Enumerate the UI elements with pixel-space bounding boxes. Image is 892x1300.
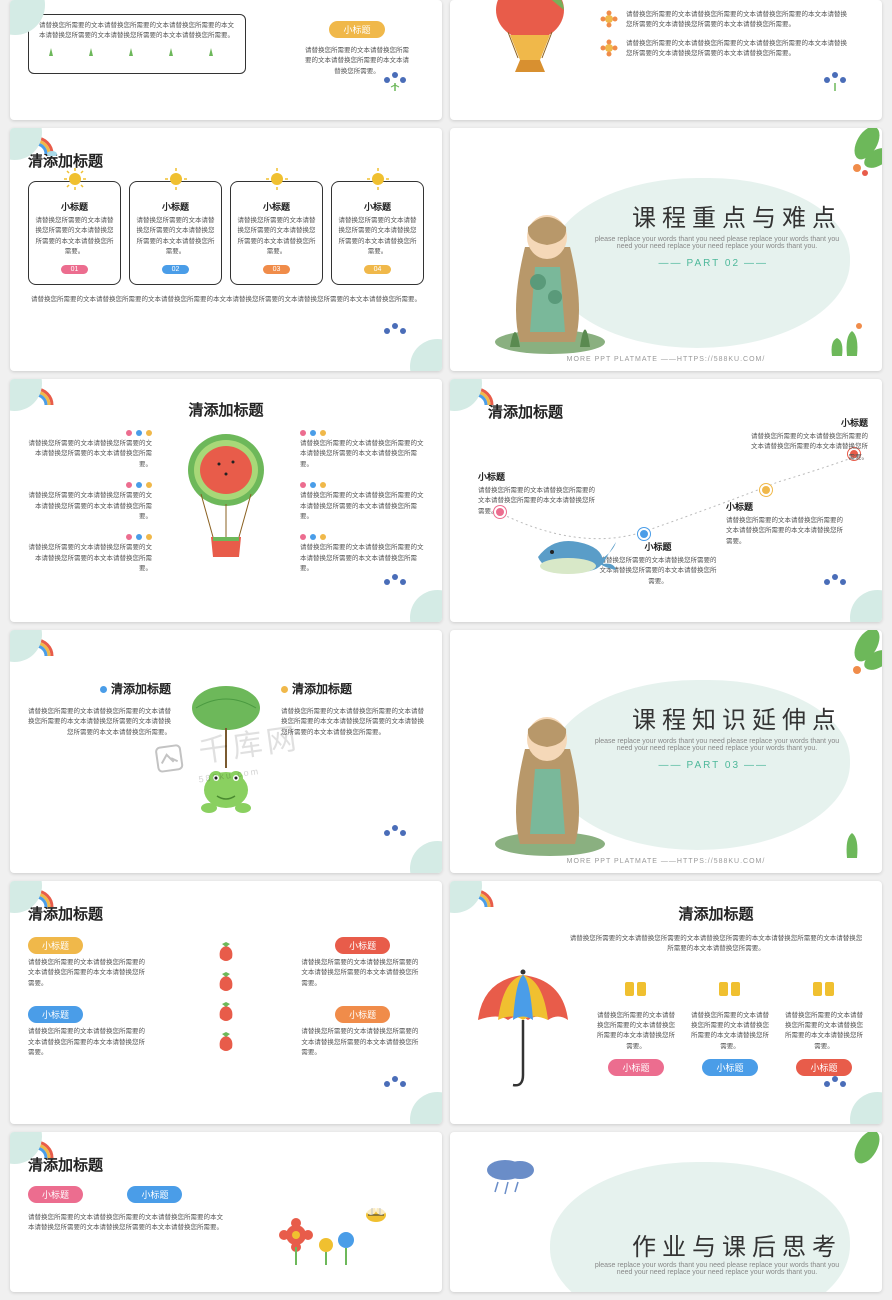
subtitle-en: please replace your words thant you need… bbox=[592, 1262, 842, 1276]
strawberry-icon bbox=[216, 1000, 236, 1024]
slide-heading: 清添加标题 bbox=[28, 399, 424, 420]
girl-illustration-icon bbox=[480, 187, 620, 357]
part-badge: PART 03 bbox=[655, 760, 772, 771]
body-text: 请替换您所需要的文本请替换您所需要的文本请替换您所需要的本文本请替换您所需要。 bbox=[301, 1027, 424, 1058]
body-text: 请替换您所需要的文本请替换您所需要的文本请替换您所需要的本文本请替换您所需要的文… bbox=[281, 707, 424, 738]
slide-1-left: 请替换您所需要的文本请替换您所需要的文本请替换您所需要的本文本请替换您所需要的文… bbox=[10, 0, 442, 120]
card-body: 请替换您所需要的文本请替换您所需要的文本请替换您所需要的本文本请替换您所需要。 bbox=[35, 216, 114, 258]
num-badge: 01 bbox=[61, 265, 89, 274]
footnote: 请替换您所需要的文本请替换您所需要的文本请替换您所需要的本文本请替换您所需要的文… bbox=[28, 295, 424, 305]
slide-balloon-center: 清添加标题 请替换您所需要的文本请替换您所需要的文本请替换您所需要的本文本请替换… bbox=[10, 379, 442, 622]
tl-label: 小标题 bbox=[478, 470, 598, 483]
body-text: 请替换您所需要的文本请替换您所需要的文本请替换您所需要的本文本请替换您所需要的文… bbox=[28, 1213, 226, 1234]
watermelon-balloon-icon bbox=[490, 0, 570, 90]
pill: 小标题 bbox=[127, 1186, 182, 1203]
card-4: 小标题 请替换您所需要的文本请替换您所需要的文本请替换您所需要的本文本请替换您所… bbox=[331, 181, 424, 285]
pill: 小标题 bbox=[335, 937, 390, 954]
pill: 小标题 bbox=[608, 1059, 663, 1076]
body-text: 请替换您所需要的文本请替换您所需要的文本请替换您所需要的本文本请替换您所需要的文… bbox=[626, 10, 850, 31]
slide-timeline: 清添加标题 小标题 请替换您所需要的文本请替换您所需要的文本请替换您所需要的本文… bbox=[450, 379, 882, 622]
frog-icon bbox=[181, 680, 271, 820]
body-text: 请替换您所需要的文本请替换您所需要的文本请替换您所需要的本文本请替换您所需要。 bbox=[784, 1011, 864, 1053]
part-badge: PART 02 bbox=[655, 258, 772, 269]
tl-body: 请替换您所需要的文本请替换您所需要的文本请替换您所需要的本文本请替换您所需要。 bbox=[726, 516, 846, 547]
strawberry-icon bbox=[216, 970, 236, 994]
slide-heading: 清添加标题 bbox=[28, 150, 424, 171]
flowers-bee-icon bbox=[266, 1185, 406, 1265]
pill-sub: 小标题 bbox=[329, 21, 384, 38]
body-text: 请替换您所需要的文本请替换您所需要的文本请替换您所需要的本文本请替换您所需要。 bbox=[690, 1011, 770, 1053]
sun-icon bbox=[165, 168, 187, 190]
watermelon-balloon-icon bbox=[181, 432, 271, 572]
boots-icon bbox=[811, 980, 837, 1000]
footer-url: MORE PPT PLATMATE ——HTTPS://588KU.COM/ bbox=[567, 356, 766, 363]
tl-label: 小标题 bbox=[748, 416, 868, 429]
section-title: 课程知识延伸点 bbox=[632, 700, 842, 735]
boots-icon bbox=[623, 980, 649, 1000]
strawberry-icon bbox=[216, 1030, 236, 1054]
sub-label: 小标题 bbox=[136, 200, 215, 213]
slide-section-part03: 课程知识延伸点 please replace your words thant … bbox=[450, 630, 882, 873]
body-text: 请替换您所需要的文本请替换您所需要的文本请替换您所需要的本文本请替换您所需要。 bbox=[28, 543, 152, 574]
whale-icon bbox=[528, 522, 618, 582]
subtitle-en: please replace your words thant you need… bbox=[592, 738, 842, 752]
slide-heading: 清添加标题 bbox=[28, 903, 424, 924]
slide-umbrella: 清添加标题 请替换您所需要的文本请替换您所需要的文本请替换您所需要的本文本请替换… bbox=[450, 881, 882, 1124]
sub-label: 小标题 bbox=[237, 200, 316, 213]
card-1: 小标题 请替换您所需要的文本请替换您所需要的文本请替换您所需要的本文本请替换您所… bbox=[28, 181, 121, 285]
slide-1-right: 请替换您所需要的文本请替换您所需要的文本请替换您所需要的本文本请替换您所需要的文… bbox=[450, 0, 882, 120]
card-3: 小标题 请替换您所需要的文本请替换您所需要的文本请替换您所需要的本文本请替换您所… bbox=[230, 181, 323, 285]
body-text: 请替换您所需要的文本请替换您所需要的文本请替换您所需要的本文本请替换您所需要。 bbox=[300, 439, 424, 470]
slide-strawberry-pills: 清添加标题 小标题 请替换您所需要的文本请替换您所需要的文本请替换您所需要的本文… bbox=[10, 881, 442, 1124]
umbrella-icon bbox=[468, 965, 578, 1095]
body-text: 请替换您所需要的文本请替换您所需要的文本请替换您所需要的本文本请替换您所需要的文… bbox=[28, 707, 171, 738]
tl-body: 请替换您所需要的文本请替换您所需要的文本请替换您所需要的本文本请替换您所需要。 bbox=[748, 432, 868, 463]
slide-flowers: 清添加标题 小标题 小标题 请替换您所需要的文本请替换您所需要的文本请替换您所需… bbox=[10, 1132, 442, 1292]
slide-heading: 清添加标题 bbox=[28, 1154, 424, 1175]
card-2: 小标题 请替换您所需要的文本请替换您所需要的文本请替换您所需要的本文本请替换您所… bbox=[129, 181, 222, 285]
slide-heading: 清添加标题 bbox=[568, 903, 864, 924]
num-badge: 04 bbox=[364, 265, 392, 274]
num-badge: 03 bbox=[263, 265, 291, 274]
slide-section-part04: 作业与课后思考 please replace your words thant … bbox=[450, 1132, 882, 1292]
tl-label: 小标题 bbox=[726, 500, 846, 513]
cloud-rain-icon bbox=[480, 1152, 540, 1202]
body-text: 请替换您所需要的文本请替换您所需要的文本请替换您所需要的本文本请替换您所需要。 bbox=[28, 1027, 151, 1058]
section-title: 课程重点与难点 bbox=[632, 198, 842, 233]
pill: 小标题 bbox=[335, 1006, 390, 1023]
body-text: 请替换您所需要的文本请替换您所需要的文本请替换您所需要的本文本请替换您所需要。 bbox=[28, 491, 152, 522]
slide-section-part02: 课程重点与难点 please replace your words thant … bbox=[450, 128, 882, 371]
pill: 小标题 bbox=[702, 1059, 757, 1076]
sub-label: 小标题 bbox=[35, 200, 114, 213]
body-text: 请替换您所需要的文本请替换您所需要的文本请替换您所需要的本文本请替换您所需要。 bbox=[300, 491, 424, 522]
flower-icon bbox=[600, 10, 618, 28]
body-text: 请替换您所需要的文本请替换您所需要的文本请替换您所需要的本文本请替换您所需要。 bbox=[596, 1011, 676, 1053]
sun-icon bbox=[266, 168, 288, 190]
sun-icon bbox=[64, 168, 86, 190]
card-body: 请替换您所需要的文本请替换您所需要的文本请替换您所需要的本文本请替换您所需要。 bbox=[237, 216, 316, 258]
pill: 小标题 bbox=[28, 1006, 83, 1023]
footer-url: MORE PPT PLATMATE ——HTTPS://588KU.COM/ bbox=[567, 858, 766, 865]
body-text: 请替换您所需要的文本请替换您所需要的文本请替换您所需要的本文本请替换您所需要的文… bbox=[568, 934, 864, 955]
card-body: 请替换您所需要的文本请替换您所需要的文本请替换您所需要的本文本请替换您所需要。 bbox=[338, 216, 417, 258]
body-text: 请替换您所需要的文本请替换您所需要的文本请替换您所需要的本文本请替换您所需要。 bbox=[301, 958, 424, 989]
body-text: 请替换您所需要的文本请替换您所需要的文本请替换您所需要的本文本请替换您所需要。 bbox=[28, 958, 151, 989]
card-body: 请替换您所需要的文本请替换您所需要的文本请替换您所需要的本文本请替换您所需要。 bbox=[136, 216, 215, 258]
boots-icon bbox=[717, 980, 743, 1000]
strawberry-icon bbox=[216, 940, 236, 964]
subtitle-en: please replace your words thant you need… bbox=[592, 236, 842, 250]
sub-label: 小标题 bbox=[338, 200, 417, 213]
sun-icon bbox=[367, 168, 389, 190]
girl-illustration-icon bbox=[480, 689, 620, 859]
right-heading: 清添加标题 bbox=[281, 680, 424, 697]
slide-4cards: 清添加标题 小标题 请替换您所需要的文本请替换您所需要的文本请替换您所需要的本文… bbox=[10, 128, 442, 371]
section-title: 作业与课后思考 bbox=[632, 1227, 842, 1262]
num-badge: 02 bbox=[162, 265, 190, 274]
tl-body: 请替换您所需要的文本请替换您所需要的文本请替换您所需要的本文本请替换您所需要。 bbox=[478, 486, 598, 517]
slide-frog: 清添加标题 请替换您所需要的文本请替换您所需要的文本请替换您所需要的本文本请替换… bbox=[10, 630, 442, 873]
flower-icon bbox=[600, 39, 618, 57]
